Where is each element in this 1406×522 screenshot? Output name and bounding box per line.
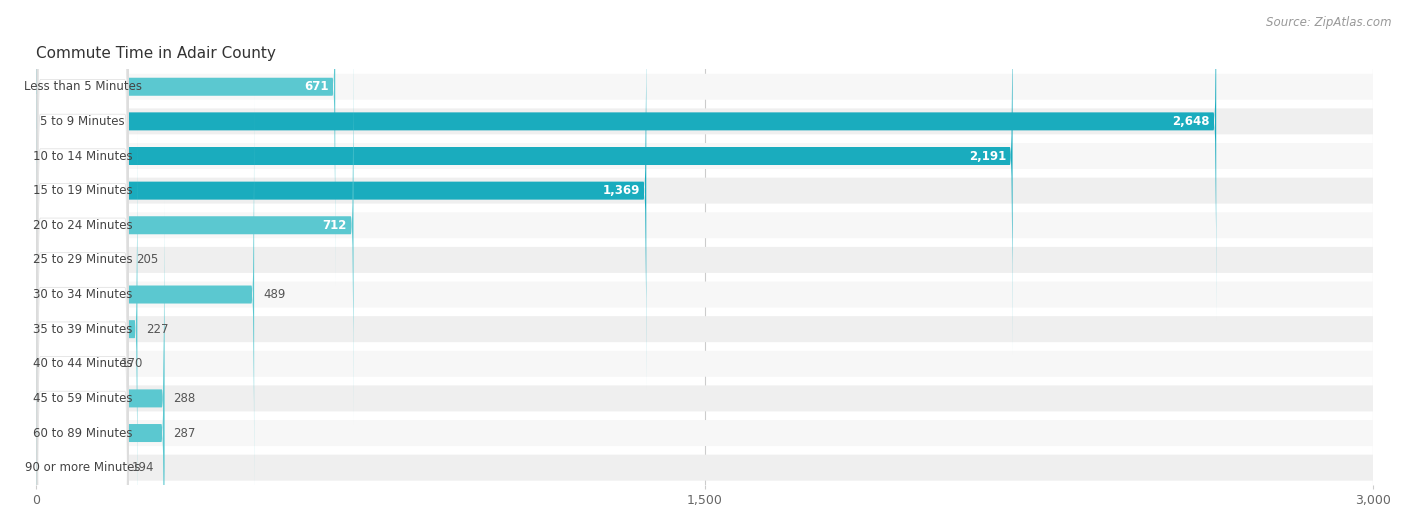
FancyBboxPatch shape [37, 269, 122, 522]
FancyBboxPatch shape [37, 247, 1374, 273]
Text: 205: 205 [136, 253, 159, 266]
FancyBboxPatch shape [37, 96, 254, 493]
FancyBboxPatch shape [37, 455, 1374, 481]
Text: 194: 194 [132, 461, 155, 474]
FancyBboxPatch shape [37, 0, 128, 253]
FancyBboxPatch shape [37, 165, 112, 522]
Text: 170: 170 [121, 357, 143, 370]
Text: 712: 712 [322, 219, 347, 232]
Text: 30 to 34 Minutes: 30 to 34 Minutes [32, 288, 132, 301]
FancyBboxPatch shape [37, 94, 128, 426]
Text: 5 to 9 Minutes: 5 to 9 Minutes [41, 115, 125, 128]
FancyBboxPatch shape [37, 281, 1374, 307]
FancyBboxPatch shape [37, 212, 1374, 238]
FancyBboxPatch shape [37, 420, 1374, 446]
FancyBboxPatch shape [37, 27, 353, 424]
FancyBboxPatch shape [37, 0, 647, 389]
FancyBboxPatch shape [37, 316, 1374, 342]
FancyBboxPatch shape [37, 74, 1374, 100]
Text: 489: 489 [263, 288, 285, 301]
Text: 15 to 19 Minutes: 15 to 19 Minutes [32, 184, 132, 197]
FancyBboxPatch shape [37, 232, 128, 522]
FancyBboxPatch shape [37, 351, 1374, 377]
Text: 35 to 39 Minutes: 35 to 39 Minutes [32, 323, 132, 336]
Text: 1,369: 1,369 [602, 184, 640, 197]
FancyBboxPatch shape [37, 25, 128, 357]
Text: 25 to 29 Minutes: 25 to 29 Minutes [32, 253, 132, 266]
FancyBboxPatch shape [37, 61, 128, 459]
Text: Less than 5 Minutes: Less than 5 Minutes [24, 80, 142, 93]
Text: 40 to 44 Minutes: 40 to 44 Minutes [32, 357, 132, 370]
FancyBboxPatch shape [37, 0, 335, 286]
Text: 287: 287 [173, 426, 195, 440]
FancyBboxPatch shape [37, 130, 138, 522]
FancyBboxPatch shape [37, 385, 1374, 411]
FancyBboxPatch shape [37, 234, 165, 522]
Text: 45 to 59 Minutes: 45 to 59 Minutes [32, 392, 132, 405]
Text: 10 to 14 Minutes: 10 to 14 Minutes [32, 149, 132, 162]
FancyBboxPatch shape [37, 0, 1216, 320]
Text: 20 to 24 Minutes: 20 to 24 Minutes [32, 219, 132, 232]
FancyBboxPatch shape [37, 199, 165, 522]
FancyBboxPatch shape [37, 198, 128, 522]
FancyBboxPatch shape [37, 0, 128, 287]
FancyBboxPatch shape [37, 267, 128, 522]
FancyBboxPatch shape [37, 177, 1374, 204]
FancyBboxPatch shape [37, 0, 1012, 355]
Text: 90 or more Minutes: 90 or more Minutes [25, 461, 141, 474]
Text: Commute Time in Adair County: Commute Time in Adair County [37, 46, 276, 61]
FancyBboxPatch shape [37, 128, 128, 460]
FancyBboxPatch shape [37, 60, 128, 391]
Text: 2,191: 2,191 [969, 149, 1005, 162]
FancyBboxPatch shape [37, 302, 128, 522]
Text: 288: 288 [173, 392, 195, 405]
Text: 60 to 89 Minutes: 60 to 89 Minutes [32, 426, 132, 440]
FancyBboxPatch shape [37, 163, 128, 495]
FancyBboxPatch shape [37, 0, 128, 322]
Text: 2,648: 2,648 [1173, 115, 1209, 128]
Text: 227: 227 [146, 323, 169, 336]
Text: 671: 671 [304, 80, 329, 93]
Text: Source: ZipAtlas.com: Source: ZipAtlas.com [1267, 16, 1392, 29]
FancyBboxPatch shape [37, 143, 1374, 169]
FancyBboxPatch shape [37, 109, 1374, 134]
